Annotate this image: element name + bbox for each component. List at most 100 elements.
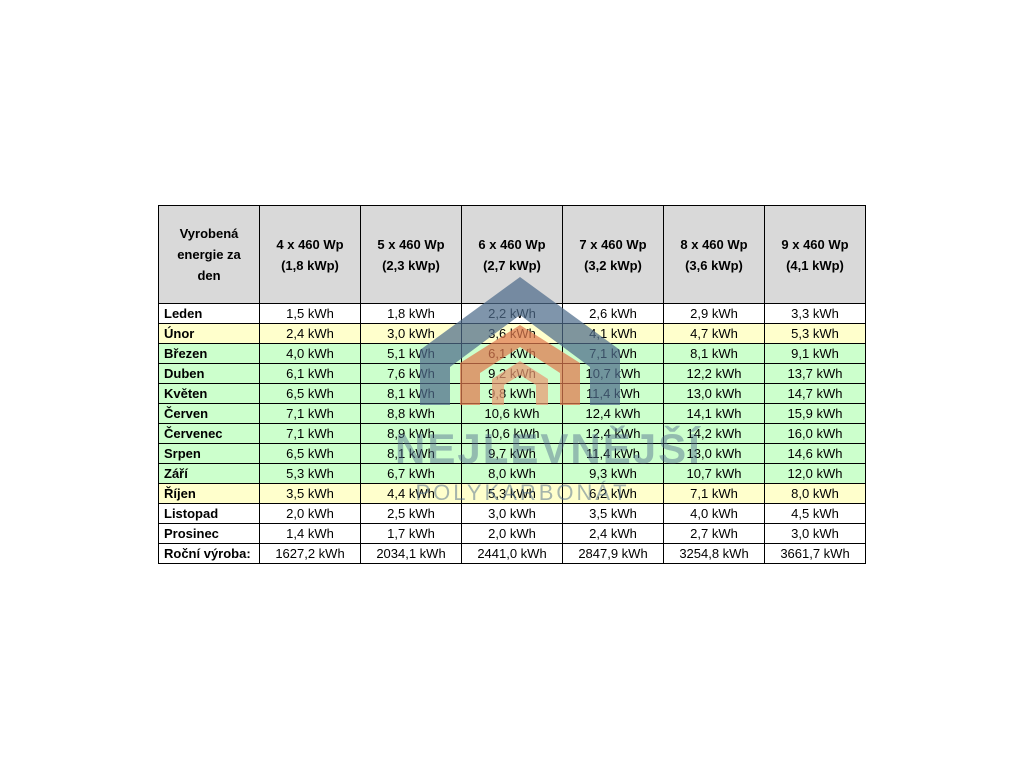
column-header-config: 5 x 460 Wp <box>377 236 445 252</box>
energy-value-cell: 5,3 kWh <box>764 323 866 344</box>
energy-value-cell: 6,5 kWh <box>259 443 361 464</box>
energy-value-cell: 10,6 kWh <box>461 423 563 444</box>
annual-total-value-cell: 1627,2 kWh <box>259 543 361 564</box>
energy-value-cell: 3,6 kWh <box>461 323 563 344</box>
month-label: Březen <box>158 343 260 364</box>
table-row: Září 5,3 kWh 6,7 kWh 8,0 kWh 9,3 kWh 10,7 kWh… <box>158 463 866 484</box>
energy-value-cell: 6,2 kWh <box>562 483 664 504</box>
energy-value-cell: 3,3 kWh <box>764 303 866 324</box>
energy-value-cell: 12,4 kWh <box>562 423 664 444</box>
energy-value-cell: 4,0 kWh <box>259 343 361 364</box>
energy-value-cell: 14,2 kWh <box>663 423 765 444</box>
month-label: Září <box>158 463 260 484</box>
energy-value-cell: 12,2 kWh <box>663 363 765 384</box>
energy-value-cell: 2,2 kWh <box>461 303 563 324</box>
energy-value-cell: 8,0 kWh <box>764 483 866 504</box>
energy-value-cell: 14,1 kWh <box>663 403 765 424</box>
energy-value-cell: 8,9 kWh <box>360 423 462 444</box>
energy-value-cell: 11,4 kWh <box>562 443 664 464</box>
column-header: 7 x 460 Wp (3,2 kWp) <box>562 205 664 304</box>
energy-value-cell: 8,0 kWh <box>461 463 563 484</box>
energy-value-cell: 13,0 kWh <box>663 443 765 464</box>
energy-value-cell: 3,5 kWh <box>562 503 664 524</box>
energy-value-cell: 10,7 kWh <box>663 463 765 484</box>
energy-value-cell: 7,6 kWh <box>360 363 462 384</box>
corner-header: Vyrobená energie za den <box>158 205 260 304</box>
table-row: Únor 2,4 kWh 3,0 kWh 3,6 kWh 4,1 kWh 4,7 kWh 5… <box>158 323 866 344</box>
energy-value-cell: 7,1 kWh <box>259 423 361 444</box>
energy-value-cell: 6,1 kWh <box>461 343 563 364</box>
energy-value-cell: 12,0 kWh <box>764 463 866 484</box>
column-header-config: 4 x 460 Wp <box>276 236 344 252</box>
annual-total-value-cell: 3254,8 kWh <box>663 543 765 564</box>
column-header-power: (3,6 kWp) <box>685 257 743 273</box>
table-header-row: Vyrobená energie za den 4 x 460 Wp (1,8 … <box>158 205 866 304</box>
energy-value-cell: 3,0 kWh <box>764 523 866 544</box>
table-row: Říjen 3,5 kWh 4,4 kWh 5,3 kWh 6,2 kWh 7,1 kWh… <box>158 483 866 504</box>
energy-value-cell: 5,3 kWh <box>259 463 361 484</box>
corner-header-line: energie za <box>177 247 241 262</box>
energy-value-cell: 1,4 kWh <box>259 523 361 544</box>
table-row: Prosinec 1,4 kWh 1,7 kWh 2,0 kWh 2,4 kWh 2,7 … <box>158 523 866 544</box>
annual-total-row: Roční výroba: 1627,2 kWh 2034,1 kWh 2441,0 … <box>158 543 866 564</box>
month-label: Srpen <box>158 443 260 464</box>
annual-total-value-cell: 2441,0 kWh <box>461 543 563 564</box>
month-label: Leden <box>158 303 260 324</box>
table-row: Červen 7,1 kWh 8,8 kWh 10,6 kWh 12,4 kWh 14,1… <box>158 403 866 424</box>
annual-total-value-cell: 2034,1 kWh <box>360 543 462 564</box>
energy-value-cell: 3,0 kWh <box>360 323 462 344</box>
month-label: Červen <box>158 403 260 424</box>
month-label: Prosinec <box>158 523 260 544</box>
energy-value-cell: 4,5 kWh <box>764 503 866 524</box>
energy-production-table: Vyrobená energie za den 4 x 460 Wp (1,8 … <box>158 205 866 564</box>
energy-value-cell: 8,8 kWh <box>360 403 462 424</box>
energy-value-cell: 6,7 kWh <box>360 463 462 484</box>
energy-value-cell: 8,1 kWh <box>360 443 462 464</box>
column-header: 4 x 460 Wp (1,8 kWp) <box>259 205 361 304</box>
table-row: Duben 6,1 kWh 7,6 kWh 9,2 kWh 10,7 kWh 12,2 k… <box>158 363 866 384</box>
annual-total-label: Roční výroba: <box>158 543 260 564</box>
energy-value-cell: 5,3 kWh <box>461 483 563 504</box>
column-header-config: 9 x 460 Wp <box>781 236 849 252</box>
energy-value-cell: 3,0 kWh <box>461 503 563 524</box>
energy-value-cell: 2,7 kWh <box>663 523 765 544</box>
column-header: 6 x 460 Wp (2,7 kWp) <box>461 205 563 304</box>
month-label: Listopad <box>158 503 260 524</box>
energy-value-cell: 2,5 kWh <box>360 503 462 524</box>
annual-total-value-cell: 3661,7 kWh <box>764 543 866 564</box>
column-header-power: (2,7 kWp) <box>483 257 541 273</box>
energy-value-cell: 9,3 kWh <box>562 463 664 484</box>
energy-value-cell: 13,7 kWh <box>764 363 866 384</box>
energy-value-cell: 4,1 kWh <box>562 323 664 344</box>
table-row: Leden 1,5 kWh 1,8 kWh 2,2 kWh 2,6 kWh 2,9 kWh… <box>158 303 866 324</box>
column-header: 8 x 460 Wp (3,6 kWp) <box>663 205 765 304</box>
table-row: Březen 4,0 kWh 5,1 kWh 6,1 kWh 7,1 kWh 8,1 kW… <box>158 343 866 364</box>
month-label: Květen <box>158 383 260 404</box>
energy-value-cell: 2,4 kWh <box>259 323 361 344</box>
column-header-config: 8 x 460 Wp <box>680 236 748 252</box>
energy-value-cell: 9,2 kWh <box>461 363 563 384</box>
energy-value-cell: 1,7 kWh <box>360 523 462 544</box>
energy-value-cell: 2,0 kWh <box>461 523 563 544</box>
energy-value-cell: 4,0 kWh <box>663 503 765 524</box>
energy-value-cell: 9,8 kWh <box>461 383 563 404</box>
column-header-power: (2,3 kWp) <box>382 257 440 273</box>
energy-value-cell: 7,1 kWh <box>259 403 361 424</box>
energy-value-cell: 3,5 kWh <box>259 483 361 504</box>
table-row: Květen 6,5 kWh 8,1 kWh 9,8 kWh 11,4 kWh 13,0 … <box>158 383 866 404</box>
month-label: Červenec <box>158 423 260 444</box>
energy-value-cell: 4,7 kWh <box>663 323 765 344</box>
energy-value-cell: 1,8 kWh <box>360 303 462 324</box>
month-label: Únor <box>158 323 260 344</box>
energy-value-cell: 2,4 kWh <box>562 523 664 544</box>
table-row: Srpen 6,5 kWh 8,1 kWh 9,7 kWh 11,4 kWh 13,0 k… <box>158 443 866 464</box>
energy-value-cell: 14,7 kWh <box>764 383 866 404</box>
energy-value-cell: 9,7 kWh <box>461 443 563 464</box>
energy-value-cell: 14,6 kWh <box>764 443 866 464</box>
energy-value-cell: 2,9 kWh <box>663 303 765 324</box>
column-header-power: (4,1 kWp) <box>786 257 844 273</box>
energy-value-cell: 7,1 kWh <box>562 343 664 364</box>
energy-value-cell: 9,1 kWh <box>764 343 866 364</box>
corner-header-line: den <box>197 268 221 283</box>
